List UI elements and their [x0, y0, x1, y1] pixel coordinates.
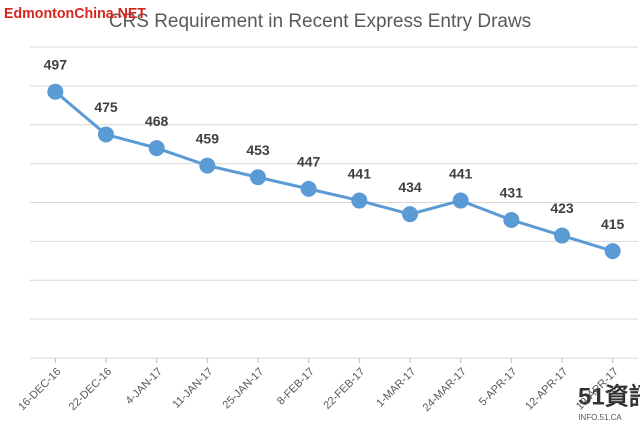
- watermark: INFO.51.CA: [578, 413, 622, 422]
- x-tick-label: 8-FEB-17: [275, 366, 317, 408]
- data-label: 497: [44, 56, 68, 72]
- chart-title: CRS Requirement in Recent Express Entry …: [109, 11, 531, 32]
- x-tick-label: 5-APR-17: [477, 366, 520, 409]
- x-tick-label: 22-FEB-17: [321, 366, 367, 412]
- data-point: [604, 243, 621, 260]
- data-label: 447: [297, 154, 321, 170]
- data-label: 468: [145, 113, 169, 129]
- data-label: 441: [348, 165, 372, 181]
- data-point: [452, 192, 469, 209]
- data-point: [98, 126, 114, 143]
- x-tick-label: 22-DEC-16: [67, 366, 114, 413]
- data-point: [402, 206, 418, 223]
- x-tick-label: 12-APR-17: [523, 366, 570, 413]
- data-point: [148, 140, 165, 157]
- data-point: [554, 227, 570, 244]
- x-tick-label: 24-MAR-17: [421, 366, 469, 414]
- data-point: [199, 157, 216, 174]
- data-label: 423: [550, 200, 574, 216]
- data-point: [351, 192, 368, 209]
- x-tick-label: 1-MAR-17: [374, 366, 418, 410]
- data-label: 441: [449, 165, 473, 181]
- data-label: 434: [398, 179, 422, 195]
- data-label: 459: [196, 130, 220, 146]
- data-point: [250, 169, 266, 186]
- x-tick-label: 4-JAN-17: [123, 366, 164, 407]
- data-label: 453: [246, 142, 270, 158]
- watermark: 51資訊: [578, 382, 640, 410]
- data-point: [300, 180, 317, 197]
- data-label: 475: [94, 99, 118, 115]
- watermark: EdmontonChina.NET: [4, 5, 146, 22]
- x-tick-label: 25-JAN-17: [221, 366, 267, 412]
- data-point: [503, 211, 520, 228]
- data-label: 415: [601, 216, 625, 232]
- x-tick-label: 16-DEC-16: [16, 366, 63, 413]
- data-label: 431: [500, 185, 524, 201]
- x-tick-label: 11-JAN-17: [170, 366, 215, 411]
- data-line: [54, 90, 614, 253]
- data-point: [47, 83, 64, 100]
